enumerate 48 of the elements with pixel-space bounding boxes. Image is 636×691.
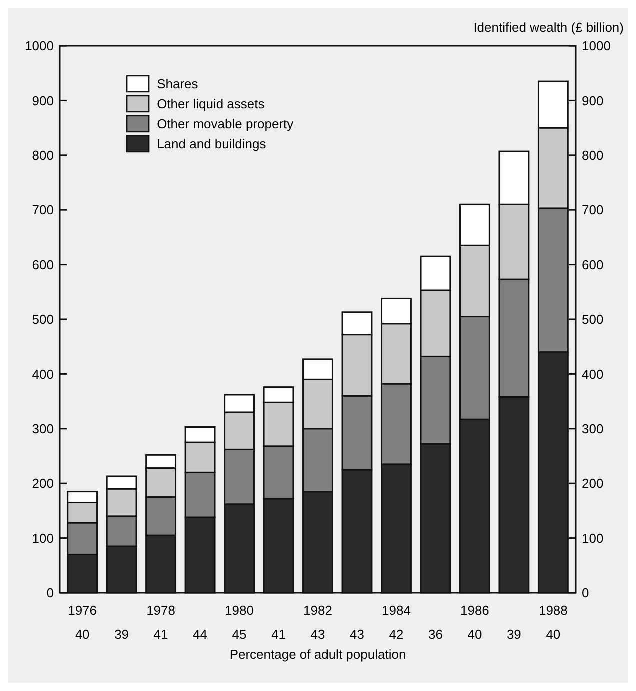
x-tick-label: 1982 xyxy=(304,603,332,618)
y2-tick-label: 800 xyxy=(582,148,604,163)
y-tick-label: 400 xyxy=(32,366,54,382)
y2-tick-label: 400 xyxy=(582,366,604,382)
text: 43 xyxy=(350,627,364,642)
y-tick-label: 200 xyxy=(32,476,54,492)
y2-tick-label: 0 xyxy=(582,586,590,601)
x-tick-label: 1986 xyxy=(460,603,490,618)
legend-label: Shares xyxy=(157,76,199,92)
legend-label: Other liquid assets xyxy=(157,96,266,112)
text: 45 xyxy=(232,627,247,642)
legend-label: Land and buildings xyxy=(157,136,267,152)
x-tick-label: 1984 xyxy=(382,603,411,618)
x-tick-label: 1976 xyxy=(68,603,98,618)
y-tick-label: 500 xyxy=(32,312,54,328)
y2-tick-label: 100 xyxy=(582,530,604,546)
text: 42 xyxy=(389,627,404,642)
y2-tick-label: 200 xyxy=(582,476,604,492)
text: 41 xyxy=(272,627,286,642)
text: 44 xyxy=(193,627,208,642)
y2-tick-label: 700 xyxy=(582,202,604,218)
y-tick-label: 100 xyxy=(32,530,54,546)
y2-tick-label: 600 xyxy=(582,257,604,272)
x-tick-label: 1980 xyxy=(225,603,254,618)
text: 40 xyxy=(546,627,561,642)
text: 43 xyxy=(310,627,326,642)
y-tick-label: 700 xyxy=(32,202,54,218)
y2-tick-label: 900 xyxy=(582,93,604,108)
y2-tick-label: 500 xyxy=(582,312,604,328)
text: 40 xyxy=(75,627,90,642)
y2-axis-title: Identified wealth (£ billion) xyxy=(474,20,624,35)
y-tick-label: 300 xyxy=(32,421,54,436)
y-tick-label: 800 xyxy=(32,148,54,163)
text: 39 xyxy=(506,627,522,642)
text: 40 xyxy=(468,627,482,642)
x-tick-label: 1978 xyxy=(146,603,176,618)
y-tick-label: 900 xyxy=(32,93,54,108)
x-axis-title: Percentage of adult population xyxy=(230,647,406,662)
y2-tick-label: 1000 xyxy=(582,38,611,54)
y2-tick-label: 300 xyxy=(582,421,604,436)
y-tick-label: 1000 xyxy=(25,38,54,54)
text: 36 xyxy=(428,627,443,642)
y-tick-label: 600 xyxy=(32,257,54,272)
text: 39 xyxy=(114,627,130,642)
y-tick-label: 0 xyxy=(46,586,54,601)
legend-label: Other movable property xyxy=(157,116,294,132)
x-tick-label: 1988 xyxy=(538,603,568,618)
text: 41 xyxy=(154,627,168,642)
